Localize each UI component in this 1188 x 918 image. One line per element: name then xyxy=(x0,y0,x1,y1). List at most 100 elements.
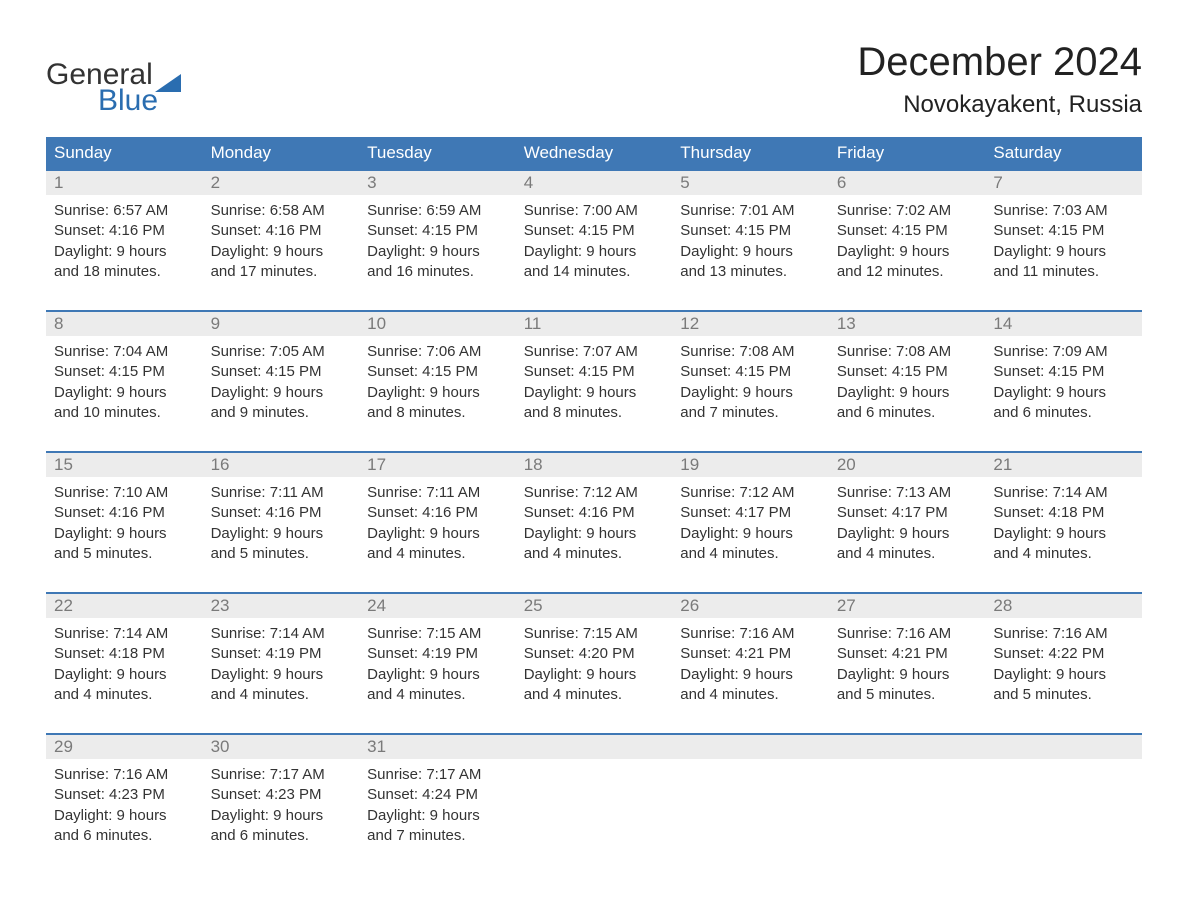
day-number: 25 xyxy=(516,594,673,618)
day-sunset: Sunset: 4:15 PM xyxy=(993,362,1134,382)
day-sunrise: Sunrise: 7:05 AM xyxy=(211,342,352,362)
day-number: 29 xyxy=(46,735,203,759)
day-sunset: Sunset: 4:15 PM xyxy=(211,362,352,382)
day-daylight2: and 4 minutes. xyxy=(524,544,665,564)
day-daylight2: and 6 minutes. xyxy=(993,403,1134,423)
day-sunset: Sunset: 4:16 PM xyxy=(524,503,665,523)
day-daylight2: and 5 minutes. xyxy=(211,544,352,564)
day-sunrise: Sunrise: 7:17 AM xyxy=(367,765,508,785)
day-cell: Sunrise: 7:10 AMSunset: 4:16 PMDaylight:… xyxy=(46,477,203,592)
day-number xyxy=(985,735,1142,759)
day-sunrise: Sunrise: 7:08 AM xyxy=(680,342,821,362)
day-cell: Sunrise: 7:08 AMSunset: 4:15 PMDaylight:… xyxy=(672,336,829,451)
day-sunrise: Sunrise: 7:02 AM xyxy=(837,201,978,221)
day-sunrise: Sunrise: 7:00 AM xyxy=(524,201,665,221)
day-sunset: Sunset: 4:15 PM xyxy=(837,362,978,382)
day-cell: Sunrise: 7:09 AMSunset: 4:15 PMDaylight:… xyxy=(985,336,1142,451)
day-sunset: Sunset: 4:15 PM xyxy=(54,362,195,382)
weekday-header: Tuesday xyxy=(359,137,516,169)
day-number: 2 xyxy=(203,171,360,195)
day-daylight1: Daylight: 9 hours xyxy=(54,524,195,544)
calendar-week: 15161718192021Sunrise: 7:10 AMSunset: 4:… xyxy=(46,451,1142,592)
day-daylight1: Daylight: 9 hours xyxy=(993,665,1134,685)
weekday-header: Saturday xyxy=(985,137,1142,169)
day-sunrise: Sunrise: 6:58 AM xyxy=(211,201,352,221)
day-daylight1: Daylight: 9 hours xyxy=(680,383,821,403)
day-sunrise: Sunrise: 7:15 AM xyxy=(367,624,508,644)
day-sunrise: Sunrise: 7:07 AM xyxy=(524,342,665,362)
day-daylight2: and 4 minutes. xyxy=(367,685,508,705)
day-cell: Sunrise: 7:16 AMSunset: 4:21 PMDaylight:… xyxy=(672,618,829,733)
day-number: 18 xyxy=(516,453,673,477)
day-daylight1: Daylight: 9 hours xyxy=(680,524,821,544)
day-sunrise: Sunrise: 7:16 AM xyxy=(837,624,978,644)
day-daylight2: and 6 minutes. xyxy=(54,826,195,846)
calendar-week: 293031Sunrise: 7:16 AMSunset: 4:23 PMDay… xyxy=(46,733,1142,874)
day-sunset: Sunset: 4:21 PM xyxy=(680,644,821,664)
day-sunset: Sunset: 4:15 PM xyxy=(680,221,821,241)
day-sunset: Sunset: 4:17 PM xyxy=(680,503,821,523)
page-title: December 2024 xyxy=(857,40,1142,85)
day-cell: Sunrise: 7:16 AMSunset: 4:23 PMDaylight:… xyxy=(46,759,203,874)
day-daylight2: and 8 minutes. xyxy=(367,403,508,423)
daynum-row: 15161718192021 xyxy=(46,453,1142,477)
day-cell: Sunrise: 7:11 AMSunset: 4:16 PMDaylight:… xyxy=(359,477,516,592)
day-daylight1: Daylight: 9 hours xyxy=(367,524,508,544)
brand-word-2: Blue xyxy=(46,84,158,118)
day-daylight1: Daylight: 9 hours xyxy=(367,383,508,403)
day-number: 7 xyxy=(985,171,1142,195)
day-sunrise: Sunrise: 7:17 AM xyxy=(211,765,352,785)
day-number: 20 xyxy=(829,453,986,477)
day-number: 5 xyxy=(672,171,829,195)
day-sunset: Sunset: 4:20 PM xyxy=(524,644,665,664)
day-daylight1: Daylight: 9 hours xyxy=(680,665,821,685)
calendar-week: 891011121314Sunrise: 7:04 AMSunset: 4:15… xyxy=(46,310,1142,451)
day-number: 1 xyxy=(46,171,203,195)
day-cell: Sunrise: 7:04 AMSunset: 4:15 PMDaylight:… xyxy=(46,336,203,451)
day-number: 28 xyxy=(985,594,1142,618)
day-daylight2: and 8 minutes. xyxy=(524,403,665,423)
day-daylight1: Daylight: 9 hours xyxy=(524,242,665,262)
day-sunset: Sunset: 4:22 PM xyxy=(993,644,1134,664)
day-daylight1: Daylight: 9 hours xyxy=(993,524,1134,544)
calendar-week: 22232425262728Sunrise: 7:14 AMSunset: 4:… xyxy=(46,592,1142,733)
flag-icon xyxy=(155,70,181,92)
day-sunset: Sunset: 4:19 PM xyxy=(367,644,508,664)
day-daylight1: Daylight: 9 hours xyxy=(211,806,352,826)
day-daylight2: and 4 minutes. xyxy=(524,685,665,705)
day-daylight2: and 4 minutes. xyxy=(837,544,978,564)
day-number: 21 xyxy=(985,453,1142,477)
day-daylight1: Daylight: 9 hours xyxy=(993,383,1134,403)
daynum-row: 891011121314 xyxy=(46,312,1142,336)
weekday-header: Thursday xyxy=(672,137,829,169)
day-daylight1: Daylight: 9 hours xyxy=(54,806,195,826)
day-number: 30 xyxy=(203,735,360,759)
day-daylight1: Daylight: 9 hours xyxy=(837,242,978,262)
day-number: 27 xyxy=(829,594,986,618)
day-daylight1: Daylight: 9 hours xyxy=(993,242,1134,262)
day-sunrise: Sunrise: 7:11 AM xyxy=(367,483,508,503)
day-sunrise: Sunrise: 7:12 AM xyxy=(680,483,821,503)
header: General Blue December 2024 Novokayakent,… xyxy=(46,40,1142,119)
day-cell xyxy=(672,759,829,874)
day-cell: Sunrise: 6:59 AMSunset: 4:15 PMDaylight:… xyxy=(359,195,516,310)
day-daylight2: and 12 minutes. xyxy=(837,262,978,282)
day-sunset: Sunset: 4:21 PM xyxy=(837,644,978,664)
day-sunset: Sunset: 4:15 PM xyxy=(367,221,508,241)
title-block: December 2024 Novokayakent, Russia xyxy=(857,40,1142,119)
day-daylight2: and 16 minutes. xyxy=(367,262,508,282)
day-cell: Sunrise: 7:12 AMSunset: 4:16 PMDaylight:… xyxy=(516,477,673,592)
day-number: 13 xyxy=(829,312,986,336)
day-daylight1: Daylight: 9 hours xyxy=(54,665,195,685)
day-sunset: Sunset: 4:18 PM xyxy=(54,644,195,664)
day-sunset: Sunset: 4:16 PM xyxy=(367,503,508,523)
weekday-header: Sunday xyxy=(46,137,203,169)
day-sunrise: Sunrise: 7:13 AM xyxy=(837,483,978,503)
day-daylight2: and 7 minutes. xyxy=(367,826,508,846)
day-sunrise: Sunrise: 6:59 AM xyxy=(367,201,508,221)
day-number: 16 xyxy=(203,453,360,477)
day-sunset: Sunset: 4:15 PM xyxy=(993,221,1134,241)
day-daylight2: and 11 minutes. xyxy=(993,262,1134,282)
day-sunrise: Sunrise: 7:16 AM xyxy=(993,624,1134,644)
day-daylight2: and 5 minutes. xyxy=(993,685,1134,705)
